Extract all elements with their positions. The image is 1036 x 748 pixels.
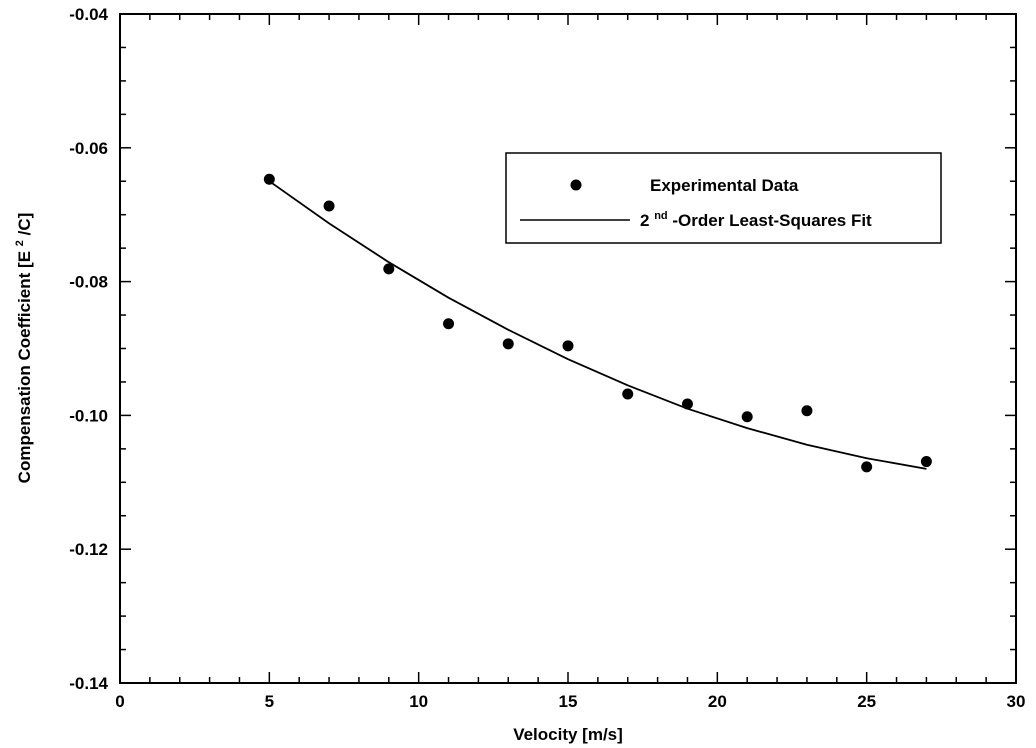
x-tick-label: 20 bbox=[708, 692, 727, 711]
legend-label-experimental: Experimental Data bbox=[650, 176, 799, 195]
x-tick-label: 5 bbox=[265, 692, 274, 711]
data-point bbox=[920, 456, 932, 468]
data-point bbox=[741, 411, 753, 423]
legend-box bbox=[505, 152, 942, 244]
legend: Experimental Data 2 nd -Order Least-Squa… bbox=[505, 152, 942, 244]
data-point bbox=[502, 338, 514, 350]
x-tick-label: 10 bbox=[409, 692, 428, 711]
x-axis-title: Velocity [m/s] bbox=[513, 725, 623, 744]
legend-marker-experimental bbox=[570, 179, 582, 191]
y-axis-title-superscript: 2 bbox=[14, 240, 26, 246]
axis-ticks bbox=[119, 13, 1017, 684]
legend-label-fit-superscript: nd bbox=[654, 210, 667, 222]
fit-series bbox=[268, 180, 927, 470]
x-tick-labels: 0 5 10 15 20 25 30 bbox=[115, 692, 1025, 711]
y-tick-label: -0.06 bbox=[69, 139, 108, 158]
data-point bbox=[443, 318, 455, 330]
y-tick-label: -0.04 bbox=[69, 5, 108, 24]
y-axis-title-main: Compensation Coefficient [E bbox=[15, 251, 34, 483]
y-axis-title-tail: /C] bbox=[15, 213, 34, 236]
data-point bbox=[622, 388, 634, 400]
data-point bbox=[861, 461, 873, 473]
y-tick-label: -0.12 bbox=[69, 540, 108, 559]
data-point bbox=[383, 263, 395, 275]
y-axis-title: Compensation Coefficient [E 2 /C] bbox=[8, 213, 34, 484]
x-tick-label: 15 bbox=[559, 692, 578, 711]
data-point bbox=[562, 340, 574, 352]
legend-label-fit-rest: -Order Least-Squares Fit bbox=[672, 211, 872, 230]
x-tick-label: 0 bbox=[115, 692, 124, 711]
y-tick-labels: -0.04 -0.06 -0.08 -0.10 -0.12 -0.14 bbox=[69, 5, 108, 693]
x-tick-label: 30 bbox=[1007, 692, 1026, 711]
legend-label-fit: 2 nd -Order Least-Squares Fit bbox=[640, 204, 872, 230]
data-points bbox=[263, 173, 932, 473]
data-point bbox=[263, 173, 275, 185]
data-point bbox=[681, 398, 693, 410]
data-point bbox=[323, 200, 335, 212]
y-tick-label: -0.14 bbox=[69, 674, 108, 693]
data-point bbox=[801, 405, 813, 417]
legend-label-fit-prefix: 2 bbox=[640, 211, 649, 230]
y-tick-label: -0.10 bbox=[69, 406, 108, 425]
x-tick-label: 25 bbox=[857, 692, 876, 711]
y-tick-label: -0.08 bbox=[69, 273, 108, 292]
fit-curve bbox=[268, 180, 927, 470]
